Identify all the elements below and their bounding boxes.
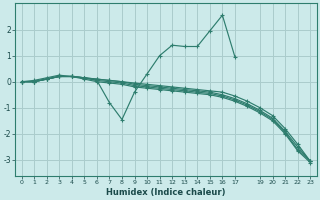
- X-axis label: Humidex (Indice chaleur): Humidex (Indice chaleur): [106, 188, 226, 197]
